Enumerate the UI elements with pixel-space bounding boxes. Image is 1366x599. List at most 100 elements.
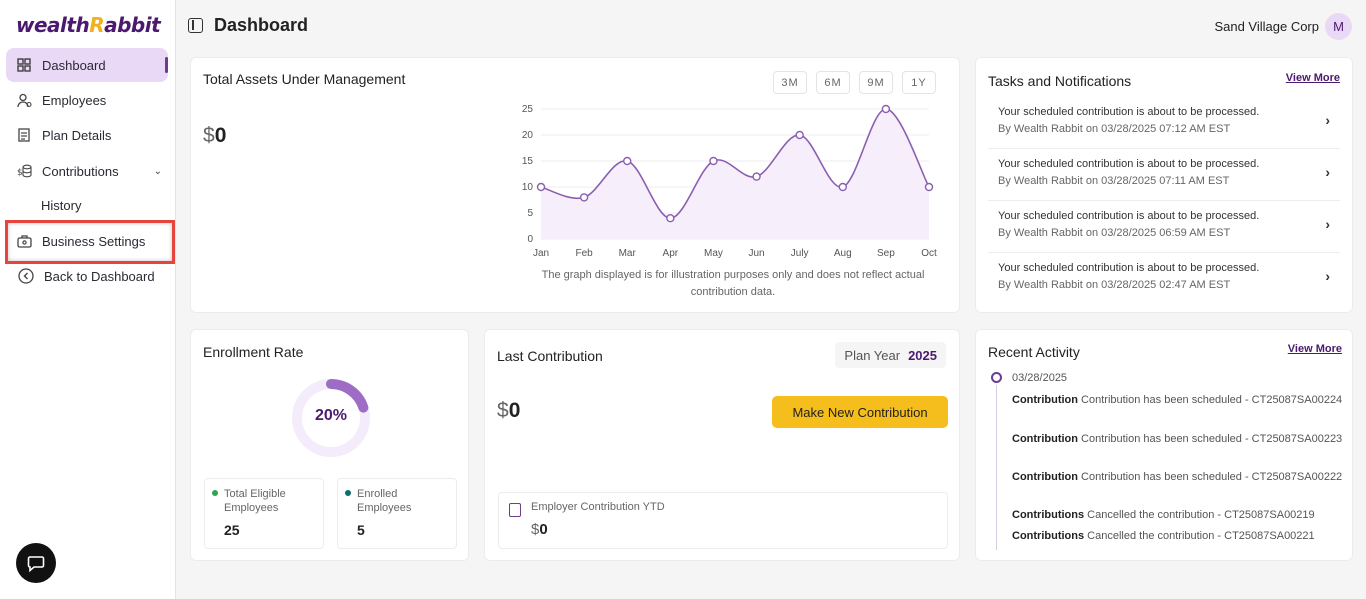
task-title: Your scheduled contribution is about to … — [998, 158, 1260, 170]
data-point — [795, 130, 804, 140]
activity-item: Contributions Cancelled the contribution… — [1012, 507, 1344, 524]
data-point — [666, 213, 675, 223]
logo-rabbit-mark: R — [89, 13, 105, 37]
enrolled-value: 5 — [357, 522, 365, 538]
avatar[interactable]: M — [1325, 13, 1352, 40]
assets-title: Total Assets Under Management — [203, 71, 406, 87]
y-tick-label: 10 — [522, 182, 534, 193]
data-point — [579, 193, 589, 202]
x-tick-label: Aug — [834, 248, 852, 259]
x-tick-label: Oct — [921, 248, 937, 259]
sidebar-item-label: Dashboard — [42, 57, 106, 73]
document-icon — [16, 127, 32, 143]
briefcase-icon — [16, 233, 32, 249]
chat-bubble-icon — [27, 556, 45, 573]
task-meta: By Wealth Rabbit on 03/28/2025 06:59 AM … — [998, 227, 1231, 239]
chart-disclaimer: The graph displayed is for illustration … — [541, 269, 925, 298]
chevron-right-icon[interactable]: › — [1325, 268, 1330, 284]
x-tick-label: May — [704, 248, 723, 259]
tasks-view-more-link[interactable]: View More — [1285, 72, 1340, 84]
eligible-stat: Total Eligible Employees 25 — [204, 478, 324, 549]
back-to-dashboard-label: Back to Dashboard — [44, 268, 155, 284]
ytd-label: Employer Contribution YTD — [531, 501, 665, 513]
sidebar-item-business-settings[interactable]: Business Settings — [6, 224, 168, 258]
eligible-value: 25 — [224, 522, 240, 538]
chevron-right-icon[interactable]: › — [1325, 164, 1330, 180]
activity-actor: Contributions — [1012, 509, 1085, 521]
logo-text-left: wealth — [16, 13, 90, 37]
sidebar-item-employees[interactable]: Employees — [6, 83, 168, 117]
top-header: Dashboard Sand Village Corp M — [176, 0, 1366, 52]
plan-year-value: 2025 — [908, 347, 937, 363]
y-tick-label: 15 — [522, 156, 534, 167]
sidebar-item-label: Contributions — [42, 163, 119, 179]
range-9m-button[interactable]: 9M — [859, 71, 893, 94]
range-1y-button[interactable]: 1Y — [902, 71, 936, 94]
task-item[interactable]: Your scheduled contribution is about to … — [988, 97, 1340, 149]
assets-card: Total Assets Under Management $0 3M 6M 9… — [190, 57, 960, 313]
activity-actor: Contribution — [1012, 433, 1078, 445]
sidebar-item-plan-details[interactable]: Plan Details — [6, 118, 168, 152]
data-point — [881, 104, 891, 114]
sidebar-item-contributions[interactable]: $ Contributions ⌄ — [6, 154, 168, 188]
chat-support-button[interactable] — [16, 543, 56, 583]
sidebar-subitem-history[interactable]: History — [41, 198, 82, 213]
x-tick-label: Jan — [533, 248, 549, 259]
eligible-label: Total Eligible Employees — [224, 488, 286, 514]
currency-symbol: $ — [203, 124, 215, 147]
recent-activity-title: Recent Activity — [988, 344, 1080, 360]
tasks-title: Tasks and Notifications — [988, 73, 1132, 89]
task-meta: By Wealth Rabbit on 03/28/2025 07:11 AM … — [998, 175, 1230, 187]
sidebar-collapse-icon[interactable] — [188, 18, 203, 33]
page-title: Dashboard — [214, 15, 309, 35]
enrolled-label: Enrolled Employees — [357, 488, 412, 514]
company-name[interactable]: Sand Village Corp — [1214, 19, 1319, 34]
enrolled-stat: Enrolled Employees 5 — [337, 478, 457, 549]
enrollment-donut — [292, 379, 370, 457]
timeline-date: 03/28/2025 — [1012, 372, 1068, 384]
enrollment-card: Enrollment Rate 20% Total Eligible Emplo… — [190, 329, 469, 561]
plan-year-badge[interactable]: Plan Year 2025 — [835, 342, 946, 368]
data-point — [623, 156, 632, 166]
activity-item: Contribution Contribution has been sched… — [1012, 392, 1344, 409]
activity-text: Contribution has been scheduled - CT2508… — [1081, 471, 1343, 483]
logo-text-right: abbit — [104, 13, 161, 37]
amount-value: 0 — [214, 124, 227, 147]
sidebar-item-dashboard[interactable]: Dashboard — [6, 48, 168, 82]
activity-actor: Contribution — [1012, 471, 1078, 483]
back-to-dashboard-link[interactable]: Back to Dashboard — [6, 259, 168, 293]
last-contribution-title: Last Contribution — [497, 348, 603, 364]
activity-actor: Contribution — [1012, 394, 1078, 406]
chevron-down-icon[interactable]: ⌄ — [153, 165, 162, 177]
grid-icon — [16, 57, 32, 73]
eligible-dot — [212, 490, 218, 496]
chevron-right-icon[interactable]: › — [1325, 216, 1330, 232]
task-title: Your scheduled contribution is about to … — [998, 262, 1260, 274]
activity-text: Contribution has been scheduled - CT2508… — [1081, 394, 1343, 406]
series-line — [540, 108, 930, 220]
task-item[interactable]: Your scheduled contribution is about to … — [988, 253, 1340, 305]
y-tick-label: 25 — [522, 104, 534, 115]
range-3m-button[interactable]: 3M — [773, 71, 807, 94]
task-title: Your scheduled contribution is about to … — [998, 106, 1260, 118]
x-tick-label: Apr — [663, 248, 679, 259]
make-new-contribution-button[interactable]: Make New Contribution — [772, 396, 948, 428]
y-tick-label: 0 — [527, 234, 533, 245]
x-tick-label: Mar — [619, 248, 637, 259]
task-item[interactable]: Your scheduled contribution is about to … — [988, 201, 1340, 253]
sidebar-item-label: Business Settings — [42, 233, 146, 249]
activity-text: Contribution has been scheduled - CT2508… — [1081, 433, 1343, 445]
highlight-annotation-box — [5, 220, 175, 264]
recent-view-more-link[interactable]: View More — [1287, 343, 1342, 355]
assets-area-chart: 0 5 10 15 20 25 Jan Feb Mar Apr May Jun July Aug Sep Oc… — [522, 104, 937, 259]
currency-symbol: $ — [531, 521, 540, 538]
enrollment-title: Enrollment Rate — [203, 344, 304, 360]
chevron-right-icon[interactable]: › — [1325, 112, 1330, 128]
data-point — [536, 182, 546, 192]
task-item[interactable]: Your scheduled contribution is about to … — [988, 149, 1340, 201]
data-point — [709, 156, 718, 166]
range-6m-button[interactable]: 6M — [816, 71, 850, 94]
enrollment-rate: 20% — [314, 407, 348, 424]
